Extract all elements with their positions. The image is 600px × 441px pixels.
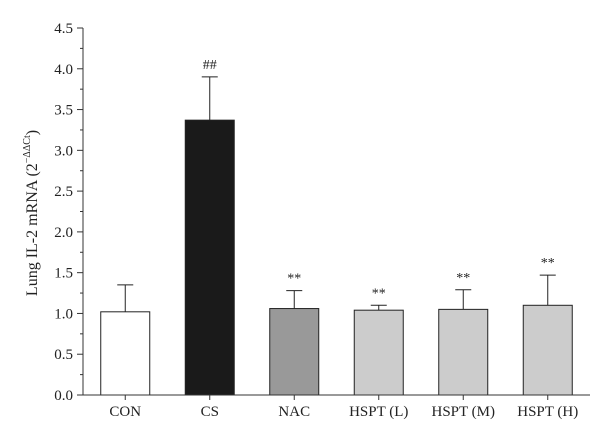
y-axis-label-main: Lung IL-2 mRNA (2 [24,163,41,296]
y-tick-label: 2.0 [54,225,73,241]
y-tick-label: 1.5 [54,266,73,282]
y-axis-label-superscript: −ΔΔCt [22,135,33,163]
y-tick-label: 4.0 [54,62,73,78]
y-tick-label: 3.5 [54,103,73,119]
bar-hspt-h [522,304,573,396]
significance-label: ** [541,256,555,271]
x-tick-label: CON [109,404,141,420]
bar-con [100,311,151,396]
significance-label: ** [372,286,386,301]
y-tick-label: 1.0 [54,306,73,322]
error-bars [117,76,556,312]
x-axis: CON CS NAC HSPT (L) HSPT (M) HSPT (H) [83,394,590,420]
significance-label: ## [203,58,217,73]
bar-hspt-l [353,309,404,396]
y-tick-label: 3.0 [54,143,73,159]
y-tick-label: 4.5 [54,21,73,37]
y-axis-label-close: ) [24,130,41,135]
bars [100,119,573,396]
x-tick-label: NAC [278,404,310,420]
significance-label: ** [287,272,301,287]
bar-cs [184,119,235,396]
bar-nac [269,308,320,396]
y-axis-label-group: Lung IL-2 mRNA (2−ΔΔCt) [22,130,41,296]
x-tick-label: HSPT (M) [432,404,496,420]
significance-markers: ## ** ** ** ** [203,58,555,301]
y-axis-label: Lung IL-2 mRNA (2−ΔΔCt) [22,130,41,296]
y-tick-label: 2.5 [54,184,73,200]
x-tick-label: HSPT (H) [517,404,578,420]
significance-label: ** [456,271,470,286]
x-tick-label: HSPT (L) [349,404,408,420]
bar-hspt-m [438,308,489,396]
x-tick-label: CS [201,404,219,420]
y-axis: 0.0 0.5 1.0 1.5 2.0 2.5 3.0 3.5 4.0 4.5 [54,21,84,404]
y-tick-label: 0.5 [54,347,73,363]
y-tick-label: 0.0 [54,388,73,404]
